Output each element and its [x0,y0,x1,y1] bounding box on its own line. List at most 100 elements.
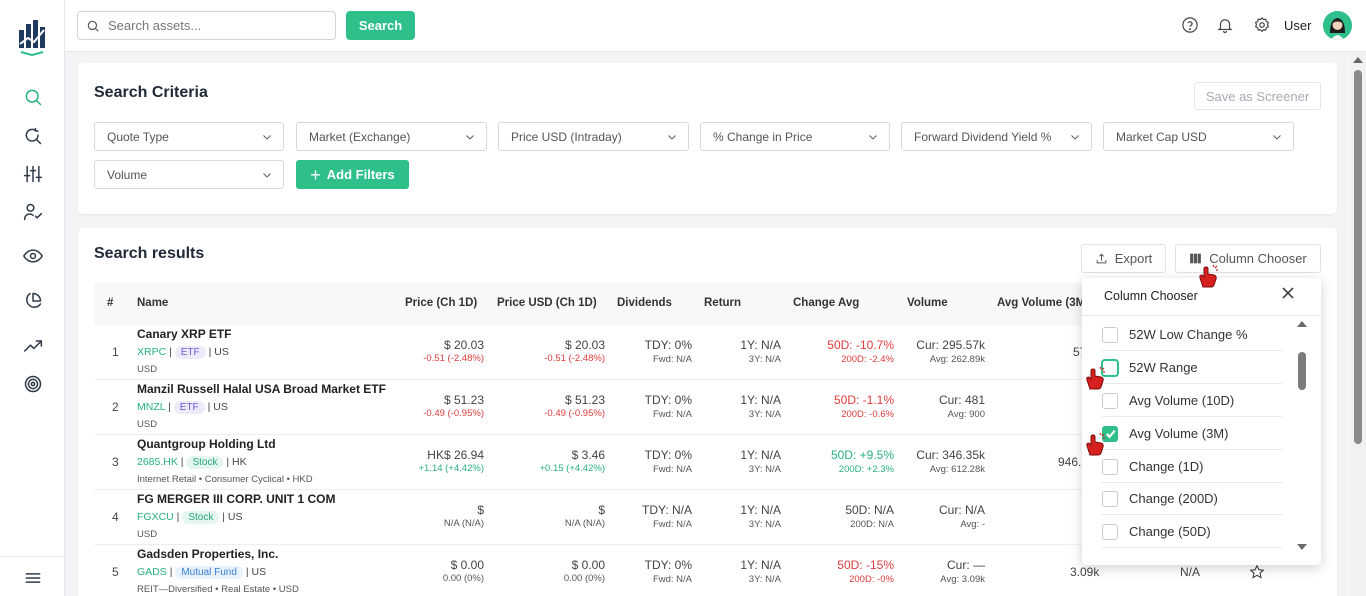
price-change: 0.00 (0%) [442,573,484,584]
col-avg-volume[interactable]: Avg Volume (3M [997,297,1086,309]
checkbox[interactable] [1102,490,1118,507]
change-50d: 50D: -1.1% [833,393,894,407]
col-price-usd[interactable]: Price USD (Ch 1D) [497,297,597,309]
add-filters-label: Add Filters [326,167,395,182]
target-icon[interactable] [22,373,44,395]
asset-name[interactable]: Quantgroup Holding Ltd [137,437,276,451]
checkbox[interactable] [1102,326,1118,343]
col-return[interactable]: Return [704,297,742,309]
dividend-tdy: TDY: N/A [641,503,692,517]
user-name[interactable]: User [1284,18,1312,33]
scroll-thumb[interactable] [1354,70,1362,444]
page-scrollbar[interactable] [1351,53,1366,596]
change-50d: 50D: N/A [845,503,894,517]
asset-ticker-line: FGXCU | Stock | US [137,511,243,524]
pointer-hand-icon [1084,432,1106,456]
asset-symbol[interactable]: XRPC [137,346,167,358]
col-index[interactable]: # [107,297,114,309]
filter-market-exchange[interactable]: Market (Exchange) [296,122,487,151]
option-label: 52W Low Change % [1129,327,1248,342]
column-option-change-1d[interactable]: Change (1D) [1102,451,1282,483]
search-box[interactable] [77,11,336,40]
star-icon[interactable] [1249,564,1265,580]
pie-chart-icon[interactable] [22,290,44,312]
filter-change-in-price[interactable]: % Change in Price [700,122,890,151]
gear-icon[interactable] [1253,16,1271,34]
table-row[interactable]: 4 FG MERGER III CORP. UNIT 1 COM FGXCU |… [94,490,1321,545]
column-option-52w-range[interactable]: 52W Range [1102,352,1282,384]
column-option-52w-low-change[interactable]: 52W Low Change % [1102,319,1282,351]
filter-label: Forward Dividend Yield % [914,129,1052,144]
scroll-thumb[interactable] [1298,352,1306,390]
filter-market-cap-usd[interactable]: Market Cap USD [1103,122,1294,151]
column-chooser-popup: Column Chooser 52W Low Change % 52W Rang… [1082,278,1321,565]
search-icon[interactable] [22,86,44,108]
eye-icon[interactable] [22,245,44,267]
change-200d: 200D: N/A [850,519,894,530]
asset-type-badge: Stock [186,456,224,469]
asset-ticker-line: XRPC | ETF | US [137,346,229,359]
asset-sub: USD [137,529,158,540]
checkbox[interactable] [1102,458,1118,475]
checkbox[interactable] [1102,392,1118,409]
sliders-icon[interactable] [22,163,44,185]
option-label: Change (200D) [1129,491,1218,506]
close-icon[interactable] [1282,287,1296,301]
table-row[interactable]: 5 Gadsden Properties, Inc. GADS | Mutual… [94,545,1321,596]
price-usd: $ 20.03 [564,338,605,352]
table-row[interactable]: 2 Manzil Russell Halal USA Broad Market … [94,380,1321,435]
asset-symbol[interactable]: MNZL [137,401,166,413]
search-icon [87,20,99,32]
checkbox[interactable] [1102,523,1118,540]
col-volume[interactable]: Volume [907,297,948,309]
save-screener-button[interactable]: Save as Screener [1194,82,1321,110]
table-row[interactable]: 3 Quantgroup Holding Ltd 2685.HK | Stock… [94,435,1321,490]
asset-symbol[interactable]: 2685.HK [137,456,178,468]
filter-price-usd[interactable]: Price USD (Intraday) [498,122,689,151]
column-chooser-button[interactable]: Column Chooser [1175,244,1321,273]
col-price[interactable]: Price (Ch 1D) [405,297,478,309]
search-button[interactable]: Search [346,11,415,40]
search-input[interactable] [108,18,318,33]
col-name[interactable]: Name [137,297,169,309]
help-icon[interactable] [1181,16,1199,34]
table-row[interactable]: 1 Canary XRP ETF XRPC | ETF | US USD $ 2… [94,325,1321,380]
asset-symbol[interactable]: GADS [137,566,167,578]
search-criteria-card: Search Criteria Save as Screener Quote T… [78,63,1337,214]
add-filters-button[interactable]: + Add Filters [296,160,409,189]
scroll-up-arrow[interactable] [1297,321,1307,327]
asset-symbol[interactable]: FGXCU [137,511,174,523]
column-option-change-200d[interactable]: Change (200D) [1102,483,1282,515]
avatar[interactable] [1323,11,1352,40]
col-change-avg[interactable]: Change Avg [793,297,860,309]
trending-up-icon[interactable] [22,335,44,357]
asset-market: US [227,511,243,523]
asset-name[interactable]: Gadsden Properties, Inc. [137,547,279,561]
popup-scrollbar[interactable] [1295,318,1309,558]
user-check-icon[interactable] [22,201,44,223]
bell-icon[interactable] [1216,16,1234,34]
asset-name[interactable]: Canary XRP ETF [137,327,232,341]
export-button[interactable]: Export [1081,244,1166,273]
asset-name[interactable]: FG MERGER III CORP. UNIT 1 COM [137,492,336,506]
volume-avg: Avg: 612.28k [929,464,985,475]
checkbox[interactable] [1102,359,1118,376]
column-option-avg-volume-3m[interactable]: Avg Volume (3M) [1102,418,1282,450]
app-logo[interactable] [18,18,46,57]
menu-icon[interactable] [22,567,44,589]
asset-name[interactable]: Manzil Russell Halal USA Broad Market ET… [137,382,386,396]
checkbox-checked[interactable] [1102,425,1118,442]
scroll-down-arrow[interactable] [1297,544,1307,550]
col-dividends[interactable]: Dividends [617,297,672,309]
filter-volume[interactable]: Volume [94,160,284,189]
option-label: Change (1D) [1129,459,1204,474]
search-refresh-icon[interactable] [22,125,44,147]
filter-label: Market Cap USD [1116,129,1207,144]
filter-quote-type[interactable]: Quote Type [94,122,284,151]
filter-forward-dividend-yield[interactable]: Forward Dividend Yield % [901,122,1092,151]
column-option-avg-volume-10d[interactable]: Avg Volume (10D) [1102,385,1282,417]
column-option-change-50d[interactable]: Change (50D) [1102,516,1282,548]
scroll-up-arrow[interactable] [1353,57,1363,63]
dividend-tdy: TDY: 0% [644,338,692,352]
asset-type-badge: ETF [173,401,205,414]
